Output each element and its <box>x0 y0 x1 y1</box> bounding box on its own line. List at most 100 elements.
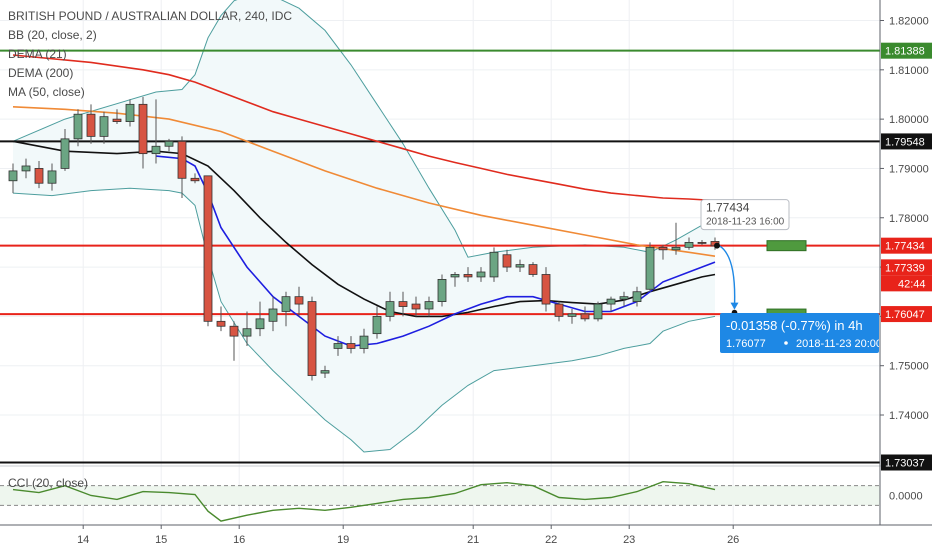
candle-41 <box>541 267 551 312</box>
dema200-line <box>12 54 716 202</box>
candle-body-30 <box>398 301 408 307</box>
candle-body-4 <box>60 138 70 169</box>
candle-body-31 <box>411 303 421 310</box>
x-tick-label-3: 19 <box>337 534 349 546</box>
hover-tooltip-time: 2018-11-23 16:00 <box>706 217 785 228</box>
candle-body-16 <box>216 320 226 327</box>
price-tag-0-bg <box>881 42 932 59</box>
candle-body-11 <box>151 145 161 155</box>
candle-body-8 <box>112 118 122 122</box>
candle-47 <box>619 291 629 307</box>
candle-1 <box>21 158 31 179</box>
candle-body-51 <box>671 246 681 251</box>
candle-15 <box>203 175 213 327</box>
projection-tooltip-dot <box>784 341 788 345</box>
candle-body-28 <box>372 315 382 335</box>
x-tick-label-4: 21 <box>467 534 479 546</box>
candle-body-42 <box>554 303 564 317</box>
candles <box>8 96 720 381</box>
price-tag-1-text: 1.79548 <box>885 136 925 148</box>
x-tick-label-0: 14 <box>77 534 89 546</box>
candle-19 <box>255 301 265 337</box>
candle-8 <box>112 109 122 125</box>
candle-body-53 <box>697 242 707 244</box>
projection-tooltip-line1: -0.01358 (-0.77%) in 4h <box>726 318 863 333</box>
legend-cci: CCI (20, close) <box>8 476 88 490</box>
price-tag-3: 1.76047 <box>881 306 932 323</box>
candle-body-25 <box>333 343 343 349</box>
candle-7 <box>99 111 109 144</box>
price-tag-1-bg <box>881 133 932 150</box>
price-tag-2: 1.77434 <box>881 237 932 254</box>
candle-13 <box>177 136 187 199</box>
candle-body-6 <box>86 113 96 137</box>
price-tag-1: 1.79548 <box>881 133 932 150</box>
candle-body-32 <box>424 301 434 310</box>
candle-body-21 <box>281 296 291 312</box>
candle-30 <box>398 291 408 317</box>
candle-50 <box>658 244 668 260</box>
candle-body-48 <box>632 291 642 302</box>
candle-body-10 <box>138 103 148 155</box>
candle-3 <box>47 163 57 191</box>
candle-body-33 <box>437 278 447 302</box>
candle-32 <box>424 296 434 317</box>
annotations: 1.77434 2018-11-23 16:00 -0.01358 (-0.77%)… <box>700 199 882 353</box>
candle-11 <box>151 99 161 164</box>
projection-arrowhead <box>730 302 739 310</box>
legend-bb: BB (20, close, 2) <box>8 28 97 42</box>
candle-body-27 <box>359 335 369 349</box>
candle-body-29 <box>385 301 395 317</box>
price-tag-2-text: 1.77434 <box>885 241 925 253</box>
x-tick-label-7: 26 <box>727 534 739 546</box>
candle-body-1 <box>21 165 31 172</box>
bb-fill <box>13 0 715 452</box>
candle-52 <box>684 237 694 250</box>
candle-body-2 <box>34 168 44 184</box>
candle-36 <box>476 267 486 282</box>
hover-point <box>714 242 720 249</box>
candle-body-24 <box>320 370 330 374</box>
candle-body-23 <box>307 301 317 376</box>
price-tag-last: 1.77339 <box>881 259 932 276</box>
candle-46 <box>606 296 616 312</box>
candle-body-22 <box>294 296 304 305</box>
countdown-tag-bg <box>881 275 932 292</box>
bollinger-bands <box>12 0 716 453</box>
price-tag-3-text: 1.76047 <box>885 309 925 321</box>
candle-body-38 <box>502 254 512 268</box>
candle-body-7 <box>99 116 109 137</box>
candle-22 <box>294 286 304 317</box>
candle-20 <box>268 296 278 332</box>
candle-body-20 <box>268 308 278 322</box>
y-tick-label-1: 1.75000 <box>889 361 929 373</box>
cci-pane <box>0 465 932 522</box>
candle-body-36 <box>476 271 486 278</box>
candle-28 <box>372 306 382 339</box>
target-box-0 <box>766 240 807 252</box>
candle-body-39 <box>515 264 525 268</box>
legend-dema200: DEMA (200) <box>8 66 73 80</box>
y-tick-label-8: 1.82000 <box>889 16 929 28</box>
candle-53 <box>697 239 707 245</box>
candle-body-41 <box>541 274 551 305</box>
candle-43 <box>567 308 577 324</box>
candle-body-18 <box>242 328 252 337</box>
cci-tick-label: 0.0000 <box>889 491 923 503</box>
hover-tooltip-box <box>700 199 790 231</box>
y-tick-label-6: 1.80000 <box>889 114 929 126</box>
price-tag-3-bg <box>881 306 932 323</box>
candle-39 <box>515 259 525 273</box>
projection-tooltip-price: 1.76077 <box>726 338 766 350</box>
candle-body-3 <box>47 170 57 184</box>
countdown-tag-text: 42:44 <box>898 278 926 290</box>
candle-14 <box>190 173 200 184</box>
candle-40 <box>528 262 538 277</box>
candle-body-15 <box>203 175 213 322</box>
price-tag-last-text: 1.77339 <box>885 262 925 274</box>
y-tick-label-4: 1.78000 <box>889 213 929 225</box>
candle-34 <box>450 272 460 287</box>
